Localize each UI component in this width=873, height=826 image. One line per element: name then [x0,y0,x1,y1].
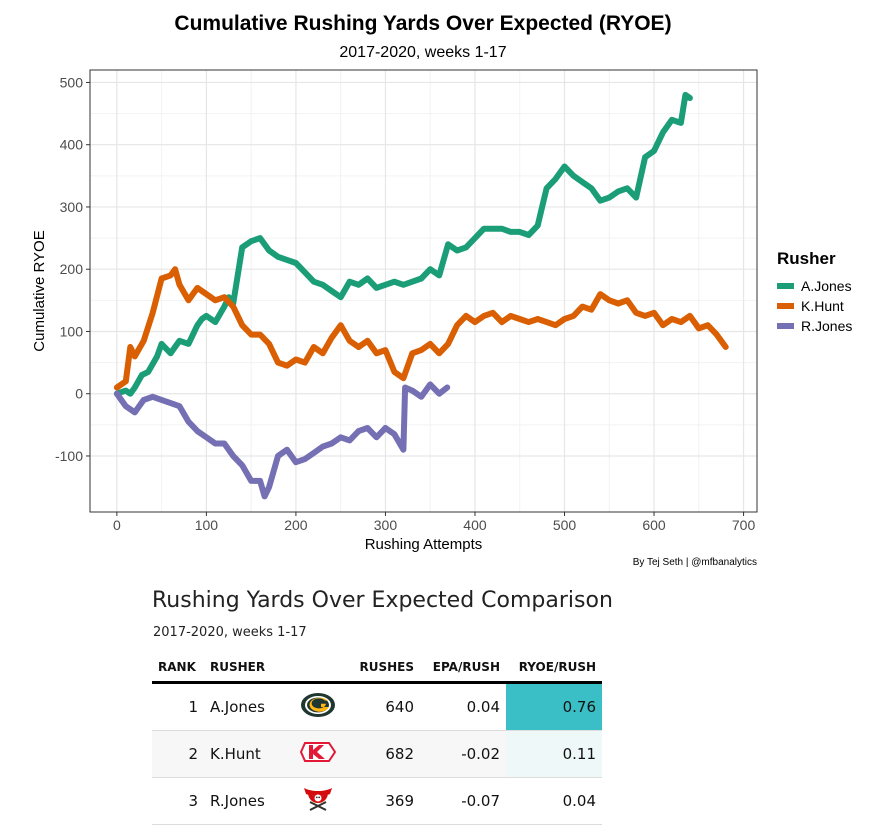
ryoe-cell: 0.11 [506,730,602,778]
rushes-cell: 369 [350,777,420,825]
header-rusher: RUSHER [204,652,286,684]
header-logo [286,652,350,684]
x-tick-label: 500 [553,517,577,533]
epa-cell: -0.07 [420,777,506,825]
chart-subtitle: 2017-2020, weeks 1-17 [339,44,507,61]
x-tick-label: 0 [113,517,121,533]
buccaneers-logo-icon [286,777,350,825]
header-rank: RANK [152,652,204,684]
plot-panel [90,70,757,512]
y-tick-label: 300 [60,199,84,215]
table-row: 1 A.Jones 640 0.04 0.76 [152,682,602,731]
series-line-khunt [113,266,729,391]
x-tick-label: 200 [284,517,308,533]
table-title: Rushing Yards Over Expected Comparison [152,588,613,613]
y-tick-label: 400 [60,137,84,153]
plot-border [89,69,758,513]
x-tick-label: 600 [642,517,666,533]
chart-title: Cumulative Rushing Yards Over Expected (… [174,12,672,35]
series-line-rjones [113,381,451,500]
y-axis-title: Cumulative RYOE [31,230,48,351]
table-header-row: RANK RUSHER RUSHES EPA/RUSH RYOE/RUSH [152,652,602,684]
chart-caption: By Tej Seth | @mfbanalytics [632,557,757,568]
y-tick-label: 0 [75,386,83,402]
ryoe-line-chart: 0 100 200 300 400 500 600 700 -100 0 100 200 300 400 5… [31,69,852,553]
epa-cell: 0.04 [420,682,506,731]
packers-logo-icon [286,682,350,731]
legend-label: A.Jones [801,278,852,294]
x-tick-label: 400 [463,517,487,533]
x-axis-title: Rushing Attempts [365,536,483,553]
y-tick-label: 500 [60,74,84,90]
rank-cell: 2 [152,730,204,778]
header-epa: EPA/RUSH [420,652,506,684]
epa-cell: -0.02 [420,730,506,778]
legend-title: Rusher [777,249,836,268]
x-tick-label: 100 [195,517,219,533]
series-line-ajones [113,91,693,397]
header-ryoe: RYOE/RUSH [506,652,602,684]
table-row: 2 K.Hunt 682 -0.02 0.11 [152,730,602,778]
rusher-cell: R.Jones [204,777,286,825]
comparison-table: RANK RUSHER RUSHES EPA/RUSH RYOE/RUSH 1 … [152,652,602,825]
ryoe-cell: 0.76 [506,682,602,731]
legend-label: K.Hunt [801,298,844,314]
rushes-cell: 682 [350,730,420,778]
rank-cell: 3 [152,777,204,825]
rusher-cell: A.Jones [204,682,286,731]
chiefs-logo-icon [286,730,350,778]
ryoe-cell: 0.04 [506,777,602,825]
table-row: 3 R.Jones 369 -0.07 0.04 [152,777,602,825]
rusher-cell: K.Hunt [204,730,286,778]
header-rushes: RUSHES [350,652,420,684]
x-tick-label: 300 [374,517,398,533]
table-subtitle: 2017-2020, weeks 1-17 [153,625,307,640]
rushes-cell: 640 [350,682,420,731]
y-tick-label: 200 [60,261,84,277]
y-tick-label: -100 [55,448,83,464]
rank-cell: 1 [152,682,204,731]
legend-label: R.Jones [801,318,852,334]
y-tick-label: 100 [60,323,84,339]
x-tick-label: 700 [732,517,756,533]
